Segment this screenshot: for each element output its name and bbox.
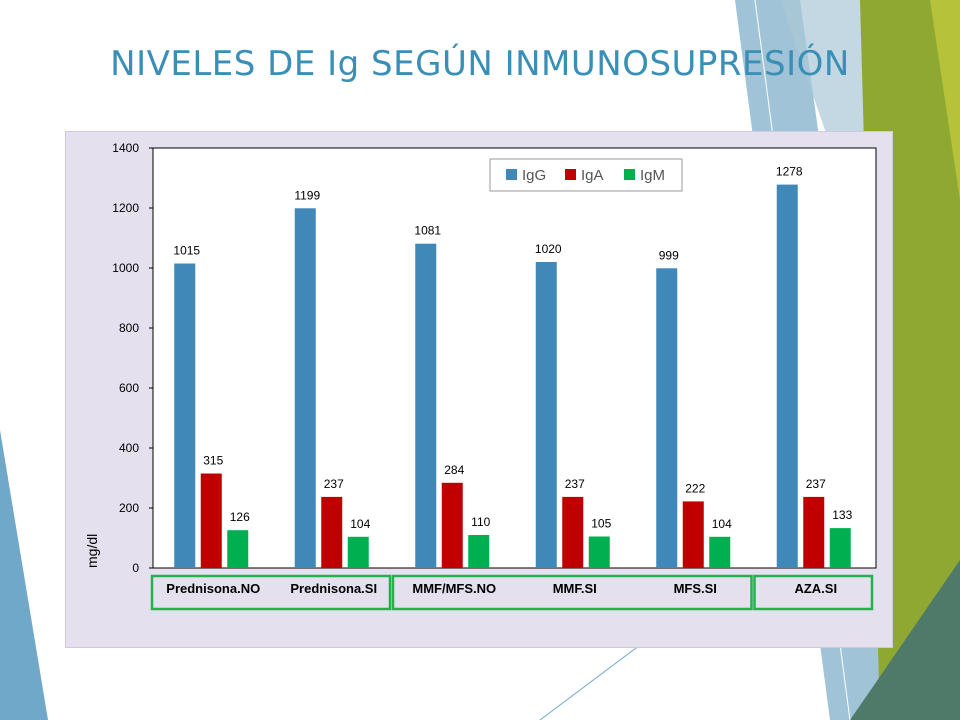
data-label-igm: 110 <box>471 515 490 529</box>
data-label-iga: 222 <box>685 481 705 495</box>
bar-igg-5 <box>776 184 798 568</box>
decor-left-blue-shape <box>0 430 48 720</box>
decor-right-lime-shape <box>930 0 960 200</box>
category-label: MMF/MFS.NO <box>412 581 496 596</box>
bar-iga-3 <box>562 496 584 568</box>
y-tick-label: 600 <box>119 381 139 395</box>
data-label-igm: 105 <box>591 517 611 531</box>
bar-igm-3 <box>588 536 610 568</box>
y-tick-label: 1400 <box>112 141 139 155</box>
bar-iga-1 <box>321 496 343 568</box>
data-label-iga: 237 <box>565 477 585 491</box>
category-group-boxes <box>150 574 874 611</box>
bar-iga-5 <box>803 496 825 568</box>
data-label-igg: 1081 <box>414 224 441 238</box>
legend-label-igg: IgG <box>522 167 546 184</box>
category-label: Prednisona.NO <box>166 581 260 596</box>
category-label: MFS.SI <box>674 581 717 596</box>
bar-chart: 0 200 400 600 800 1000 1200 1400 1015 315 126 1199… <box>84 141 877 611</box>
data-labels: 1015 315 126 1199 237 104 1081 284 110 1020 237 105… <box>173 165 852 531</box>
data-label-igg: 999 <box>659 248 679 262</box>
bar-igm-2 <box>468 535 490 568</box>
data-label-iga: 237 <box>806 477 826 491</box>
data-label-igm: 133 <box>832 508 852 522</box>
y-tick-label: 200 <box>119 501 139 515</box>
bar-iga-4 <box>682 501 704 568</box>
category-group-box <box>150 574 392 611</box>
y-tick-label: 1200 <box>112 201 139 215</box>
legend-swatch-igm <box>624 169 635 180</box>
category-group-box <box>753 574 874 611</box>
data-label-igg: 1199 <box>294 188 320 202</box>
bar-series <box>174 184 851 569</box>
y-tick-label: 800 <box>119 321 139 335</box>
bar-igm-0 <box>227 530 249 568</box>
category-label: AZA.SI <box>794 581 837 596</box>
category-group-box <box>391 574 753 611</box>
legend-swatch-iga <box>565 169 576 180</box>
y-tick-label: 0 <box>132 561 139 575</box>
data-label-igm: 104 <box>712 517 732 531</box>
legend-label-igm: IgM <box>640 167 665 184</box>
bar-igm-1 <box>347 536 369 568</box>
category-labels: Prednisona.NO Prednisona.SI MMF/MFS.NO MMF.… <box>166 581 837 596</box>
data-label-iga: 237 <box>324 477 344 491</box>
data-label-igm: 126 <box>230 510 250 524</box>
data-label-igm: 104 <box>350 517 370 531</box>
y-axis-title: mg/dl <box>84 534 100 568</box>
bar-igg-1 <box>294 208 316 569</box>
legend: IgG IgA IgM <box>489 158 683 192</box>
data-label-igg: 1020 <box>535 242 562 256</box>
bar-igm-5 <box>829 528 851 568</box>
bar-igg-3 <box>535 262 557 568</box>
data-label-igg: 1278 <box>776 165 803 179</box>
data-label-iga: 315 <box>203 454 223 468</box>
legend-swatch-igg <box>506 169 517 180</box>
data-label-iga: 284 <box>444 463 464 477</box>
slide-title: NIVELES DE Ig SEGÚN INMUNOSUPRESIÓN <box>110 44 850 84</box>
y-tick-label: 400 <box>119 441 139 455</box>
bar-igm-4 <box>709 536 731 568</box>
bar-igg-2 <box>415 243 437 568</box>
y-tick-label: 1000 <box>112 261 139 275</box>
bar-iga-2 <box>441 482 463 568</box>
data-label-igg: 1015 <box>173 244 200 258</box>
category-label: MMF.SI <box>553 581 597 596</box>
category-label: Prednisona.SI <box>290 581 377 596</box>
decor-bottom-dark-shape <box>850 560 960 720</box>
plot-area <box>152 147 877 569</box>
bar-iga-0 <box>200 473 222 568</box>
bar-igg-0 <box>174 263 196 568</box>
legend-label-iga: IgA <box>581 167 604 184</box>
legend-box <box>489 158 683 192</box>
bar-igg-4 <box>656 268 678 568</box>
y-axis-ticks: 0 200 400 600 800 1000 1200 1400 <box>112 141 153 575</box>
